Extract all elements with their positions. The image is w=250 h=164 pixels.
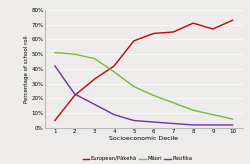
Y-axis label: Percentage of school roll: Percentage of school roll (24, 35, 29, 103)
Legend: European/Pākehā, Māori, Pasifika: European/Pākehā, Māori, Pasifika (82, 156, 192, 161)
X-axis label: Socioeconomic Decile: Socioeconomic Decile (109, 136, 178, 141)
